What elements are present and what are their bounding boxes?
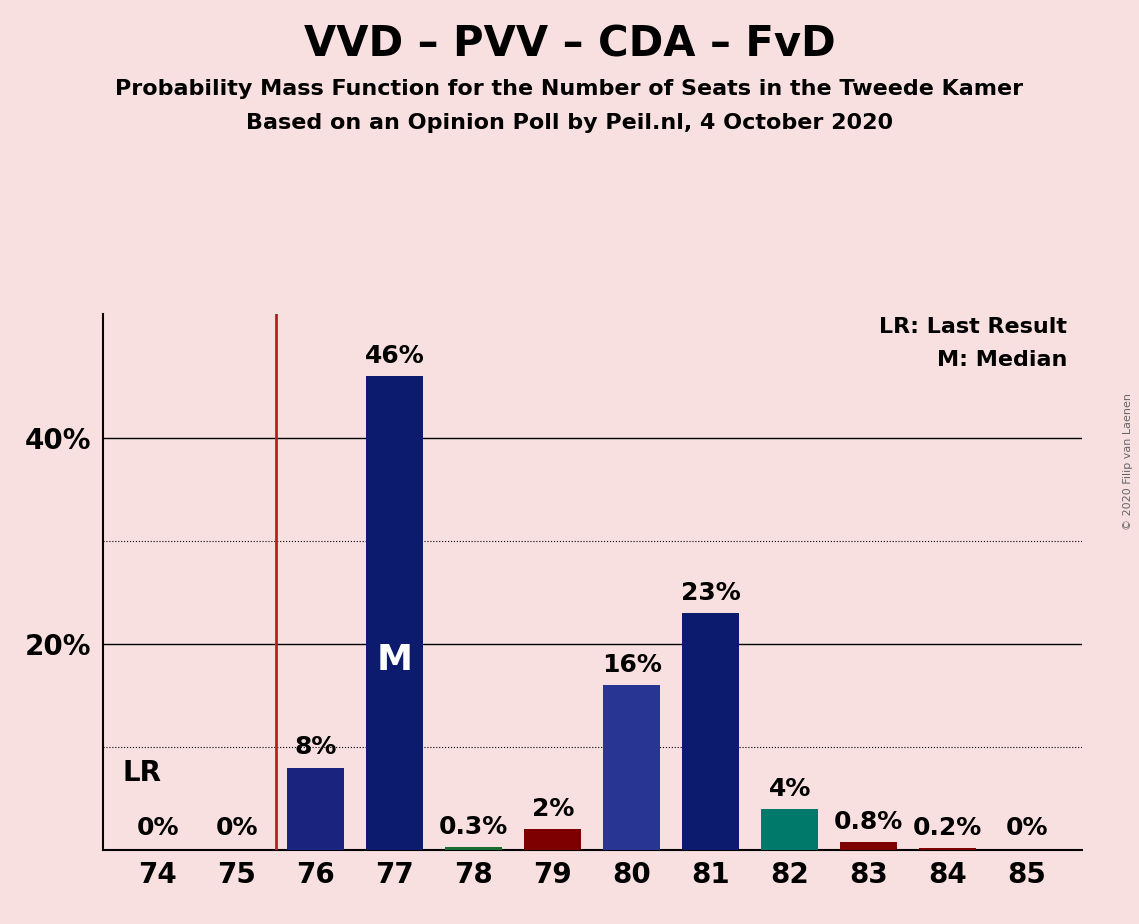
Bar xyxy=(761,808,818,850)
Text: 16%: 16% xyxy=(601,653,662,677)
Bar xyxy=(919,848,976,850)
Text: 0.3%: 0.3% xyxy=(440,815,508,839)
Bar xyxy=(524,830,581,850)
Bar xyxy=(841,842,898,850)
Text: 0%: 0% xyxy=(1006,816,1048,840)
Text: 2%: 2% xyxy=(532,797,574,821)
Text: 8%: 8% xyxy=(295,736,337,760)
Bar xyxy=(604,686,661,850)
Text: 4%: 4% xyxy=(769,776,811,800)
Text: LR: Last Result
M: Median: LR: Last Result M: Median xyxy=(879,317,1067,370)
Text: Based on an Opinion Poll by Peil.nl, 4 October 2020: Based on an Opinion Poll by Peil.nl, 4 O… xyxy=(246,113,893,133)
Text: 46%: 46% xyxy=(364,344,425,368)
Text: Probability Mass Function for the Number of Seats in the Tweede Kamer: Probability Mass Function for the Number… xyxy=(115,79,1024,99)
Bar xyxy=(367,376,424,850)
Text: M: M xyxy=(377,643,412,677)
Bar xyxy=(682,613,739,850)
Text: © 2020 Filip van Laenen: © 2020 Filip van Laenen xyxy=(1123,394,1133,530)
Text: 0.2%: 0.2% xyxy=(913,816,982,840)
Text: 0%: 0% xyxy=(137,816,179,840)
Text: 0%: 0% xyxy=(215,816,259,840)
Bar xyxy=(445,847,502,850)
Bar xyxy=(287,768,344,850)
Text: LR: LR xyxy=(122,759,162,786)
Text: 23%: 23% xyxy=(681,581,740,605)
Text: VVD – PVV – CDA – FvD: VVD – PVV – CDA – FvD xyxy=(304,23,835,65)
Text: 0.8%: 0.8% xyxy=(834,809,903,833)
